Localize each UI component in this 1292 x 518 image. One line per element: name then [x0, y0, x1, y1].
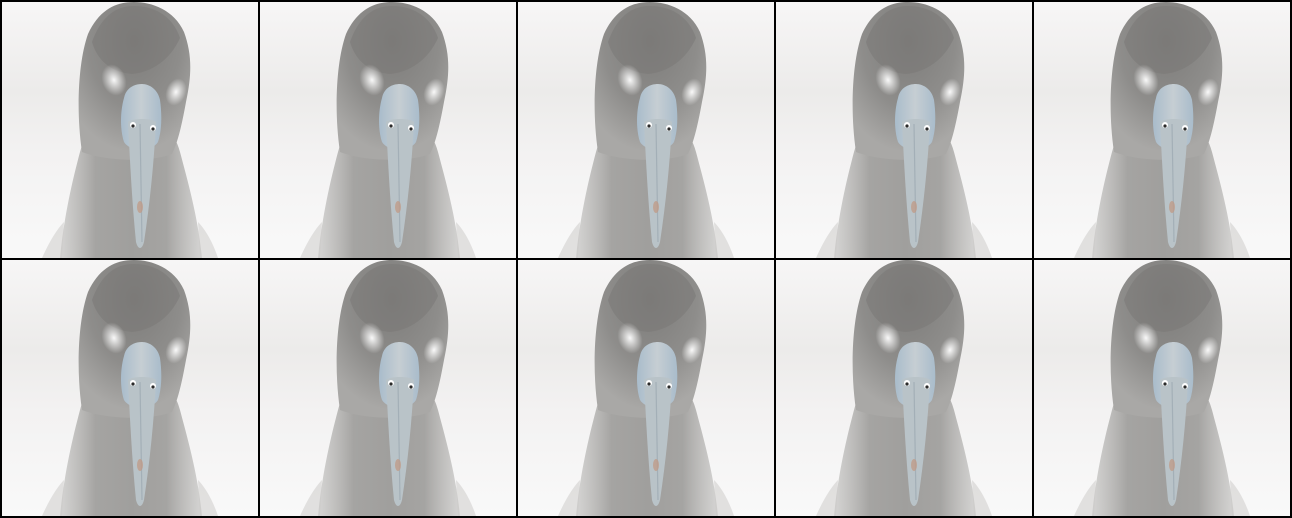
bird-head-image	[2, 2, 258, 258]
image-tile	[776, 2, 1032, 258]
bird-head-image	[260, 2, 516, 258]
bird-head-image	[776, 2, 1032, 258]
image-tile	[1034, 260, 1290, 516]
image-tile	[260, 260, 516, 516]
bird-head-image	[518, 260, 774, 516]
image-tile	[518, 260, 774, 516]
image-tile	[260, 2, 516, 258]
bird-head-image	[776, 260, 1032, 516]
bird-head-image	[1034, 260, 1290, 516]
image-tile	[518, 2, 774, 258]
bird-head-image	[1034, 2, 1290, 258]
bird-head-image	[260, 260, 516, 516]
image-tile	[776, 260, 1032, 516]
bird-head-image	[518, 2, 774, 258]
image-tile	[2, 2, 258, 258]
bird-head-image	[2, 260, 258, 516]
image-tile	[1034, 2, 1290, 258]
image-tile	[2, 260, 258, 516]
